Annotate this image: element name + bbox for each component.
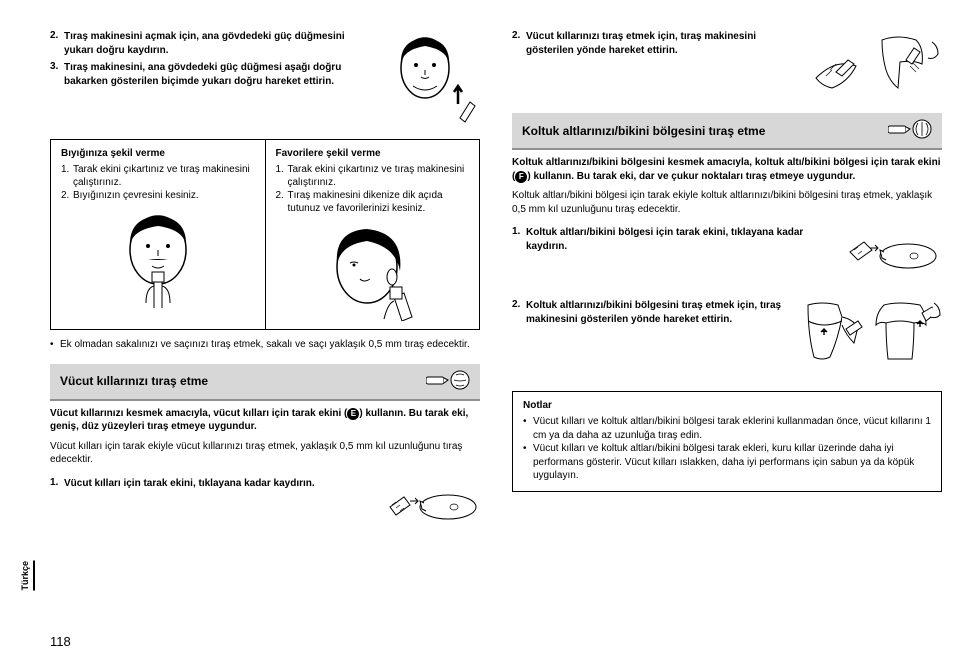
mustache-illustration [61, 208, 255, 308]
mustache-title: Bıyığınıza şekil verme [61, 148, 255, 159]
sec1-para-bold: Vücut kıllarınızı kesmek amacıyla, vücut… [50, 407, 480, 434]
face-up-illustration [385, 30, 480, 125]
section-body-hair-title: Vücut kıllarınızı tıraş etme [60, 374, 208, 388]
sideburns-box: Favorilere şekil verme 1.Tarak ekini çık… [265, 140, 480, 329]
sec2-step1-row: 1. Koltuk altları/bikini bölgesi için ta… [512, 226, 942, 281]
body-shave-illustration [812, 30, 942, 95]
body-hair-icon [426, 369, 470, 394]
right-column: 2. Vücut kıllarınızı tıraş etmek için, t… [512, 30, 942, 532]
step-3: 3. Tıraş makinesini, ana gövdedeki güç d… [50, 61, 375, 88]
right-step2-row: 2. Vücut kıllarınızı tıraş etmek için, t… [512, 30, 942, 95]
section-body-hair: Vücut kıllarınızı tıraş etme [50, 364, 480, 401]
f-icon: F [515, 171, 527, 183]
below-box-note: • Ek olmadan sakalınızı ve saçınızı tıra… [50, 338, 480, 352]
sec2-step2-row: 2. Koltuk altlarınızı/bikini bölgesini t… [512, 299, 942, 377]
step-2: 2. Tıraş makinesini açmak için, ana gövd… [50, 30, 375, 57]
shaping-boxes: Bıyığınıza şekil verme 1.Tarak ekini çık… [50, 139, 480, 330]
sideburns-illustration [276, 221, 470, 321]
left-column: 2. Tıraş makinesini açmak için, ana gövd… [50, 30, 480, 532]
underarm-bikini-illustration [802, 299, 942, 377]
note-1: Vücut kılları ve koltuk altları/bikini b… [533, 415, 931, 442]
left-top-row: 2. Tıraş makinesini açmak için, ana gövd… [50, 30, 480, 125]
section-underarm: Koltuk altlarınızı/bikini bölgesini tıra… [512, 113, 942, 150]
sec1-para2: Vücut kılları için tarak ekiyle vücut kı… [50, 440, 480, 467]
sec2-para-bold: Koltuk altlarınızı/bikini bölgesini kesm… [512, 156, 942, 183]
page-number: 118 [50, 634, 71, 649]
sec2-para2: Koltuk altları/bikini bölgesi için tarak… [512, 189, 942, 216]
notes-box: Notlar •Vücut kılları ve koltuk altları/… [512, 391, 942, 492]
underarm-icon [888, 118, 932, 143]
attach-underarm-comb-illustration [842, 226, 942, 281]
sec1-step1-row: 1. Vücut kılları için tarak ekini, tıkla… [50, 477, 480, 532]
language-tab: Türkçe [20, 561, 35, 591]
e-icon: E [347, 408, 359, 420]
attach-comb-illustration [380, 477, 480, 532]
note-2: Vücut kılları ve koltuk altları/bikini b… [533, 442, 931, 483]
notes-title: Notlar [523, 400, 931, 411]
section-underarm-title: Koltuk altlarınızı/bikini bölgesini tıra… [522, 124, 765, 138]
sideburns-title: Favorilere şekil verme [276, 148, 470, 159]
mustache-box: Bıyığınıza şekil verme 1.Tarak ekini çık… [51, 140, 265, 329]
